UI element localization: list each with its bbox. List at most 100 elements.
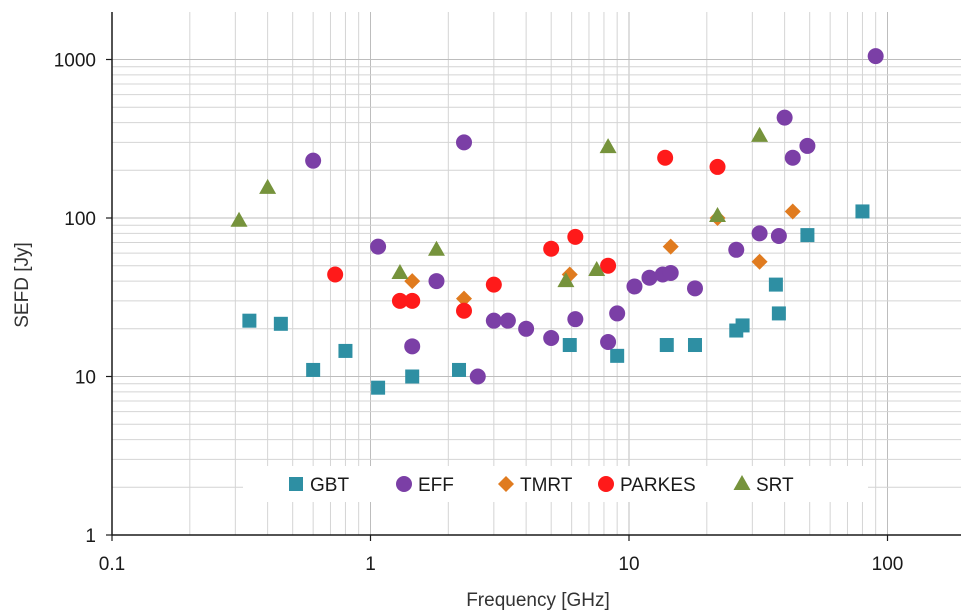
- legend-marker-srt: [733, 475, 751, 490]
- x-axis-title: Frequency [GHz]: [466, 590, 610, 611]
- legend-background: [243, 466, 868, 502]
- data-point-parkes: [709, 158, 726, 175]
- legend-label-tmrt: TMRT: [520, 475, 573, 496]
- legend-item-srt: SRT: [733, 475, 794, 496]
- series-gbt: [242, 204, 870, 395]
- series-eff: [305, 48, 884, 385]
- data-point-eff: [751, 225, 768, 242]
- data-point-gbt: [371, 380, 386, 395]
- data-point-gbt: [800, 228, 815, 243]
- data-point-srt: [259, 178, 277, 194]
- data-point-eff: [404, 338, 421, 355]
- data-point-srt: [599, 138, 617, 154]
- grid-lines: [111, 12, 961, 536]
- legend-item-tmrt: TMRT: [498, 475, 573, 496]
- data-point-eff: [626, 278, 643, 295]
- data-point-gbt: [610, 348, 625, 363]
- data-point-parkes: [456, 302, 473, 319]
- legend-label-parkes: PARKES: [620, 475, 696, 496]
- y-tick-label: 100: [64, 209, 96, 230]
- data-point-gbt: [452, 362, 467, 377]
- data-point-gbt: [687, 338, 702, 353]
- data-point-srt: [391, 263, 409, 279]
- data-point-eff: [776, 109, 793, 126]
- data-point-gbt: [306, 362, 321, 377]
- y-tick-label: 10: [75, 368, 96, 389]
- data-point-parkes: [543, 240, 560, 257]
- legend-marker-tmrt: [498, 476, 514, 492]
- series-srt: [230, 126, 769, 288]
- data-point-eff: [662, 264, 679, 281]
- series-parkes: [327, 149, 726, 319]
- data-point-srt: [588, 260, 606, 276]
- data-point-eff: [428, 273, 445, 290]
- data-point-parkes: [567, 228, 584, 245]
- data-point-parkes: [404, 292, 421, 309]
- data-point-tmrt: [662, 238, 679, 255]
- data-point-eff: [469, 368, 486, 385]
- legend-item-parkes: PARKES: [598, 475, 696, 496]
- data-point-eff: [543, 329, 560, 346]
- legend-label-srt: SRT: [756, 475, 794, 496]
- x-tick-label: 0.1: [99, 554, 125, 575]
- data-points: [230, 48, 884, 395]
- y-tick-label: 1: [85, 526, 96, 547]
- data-point-parkes: [391, 292, 408, 309]
- data-point-eff: [567, 311, 584, 328]
- data-point-srt: [230, 211, 248, 227]
- data-point-eff: [799, 137, 816, 154]
- x-tick-label: 100: [872, 554, 904, 575]
- data-point-gbt: [659, 338, 674, 353]
- axes: [106, 12, 961, 541]
- data-point-eff: [518, 320, 535, 337]
- data-point-gbt: [768, 277, 783, 292]
- data-point-eff: [456, 134, 473, 151]
- data-point-parkes: [485, 276, 502, 293]
- legend-label-gbt: GBT: [310, 475, 349, 496]
- data-point-srt: [427, 240, 445, 256]
- data-point-eff: [728, 241, 745, 258]
- data-point-eff: [686, 280, 703, 297]
- data-point-tmrt: [784, 203, 801, 220]
- y-axis-title: SEFD [Jy]: [12, 242, 33, 328]
- legend-label-eff: EFF: [418, 475, 454, 496]
- data-point-gbt: [273, 316, 288, 331]
- data-point-tmrt: [404, 273, 421, 290]
- data-point-gbt: [562, 338, 577, 353]
- data-point-gbt: [338, 343, 353, 358]
- legend-item-gbt: GBT: [289, 475, 349, 496]
- data-point-gbt: [855, 204, 870, 219]
- legend-item-eff: EFF: [396, 475, 454, 496]
- series-tmrt: [404, 203, 801, 307]
- legend-marker-eff: [396, 476, 412, 492]
- data-point-tmrt: [751, 253, 768, 270]
- data-point-eff: [609, 305, 626, 322]
- data-point-gbt: [405, 369, 420, 384]
- legend-marker-parkes: [598, 476, 614, 492]
- data-point-gbt: [242, 313, 257, 328]
- data-point-srt: [709, 206, 727, 222]
- data-point-eff: [641, 269, 658, 286]
- x-tick-label: 1: [365, 554, 376, 575]
- legend-marker-gbt: [289, 477, 303, 491]
- legend: GBT EFF TMRT PARKES SRT: [243, 466, 868, 502]
- data-point-eff: [370, 238, 387, 255]
- data-point-parkes: [600, 257, 617, 274]
- data-point-eff: [770, 227, 787, 244]
- data-point-srt: [751, 126, 769, 142]
- data-point-parkes: [327, 266, 344, 283]
- data-point-eff: [867, 48, 884, 65]
- data-point-gbt: [735, 318, 750, 333]
- data-point-eff: [499, 312, 516, 329]
- data-point-parkes: [657, 149, 674, 166]
- data-point-tmrt: [456, 290, 473, 307]
- data-point-srt: [557, 272, 575, 288]
- data-point-gbt: [771, 306, 786, 321]
- data-point-eff: [600, 334, 617, 351]
- y-tick-label: 1000: [54, 51, 96, 72]
- data-point-eff: [784, 149, 801, 166]
- x-tick-label: 10: [618, 554, 639, 575]
